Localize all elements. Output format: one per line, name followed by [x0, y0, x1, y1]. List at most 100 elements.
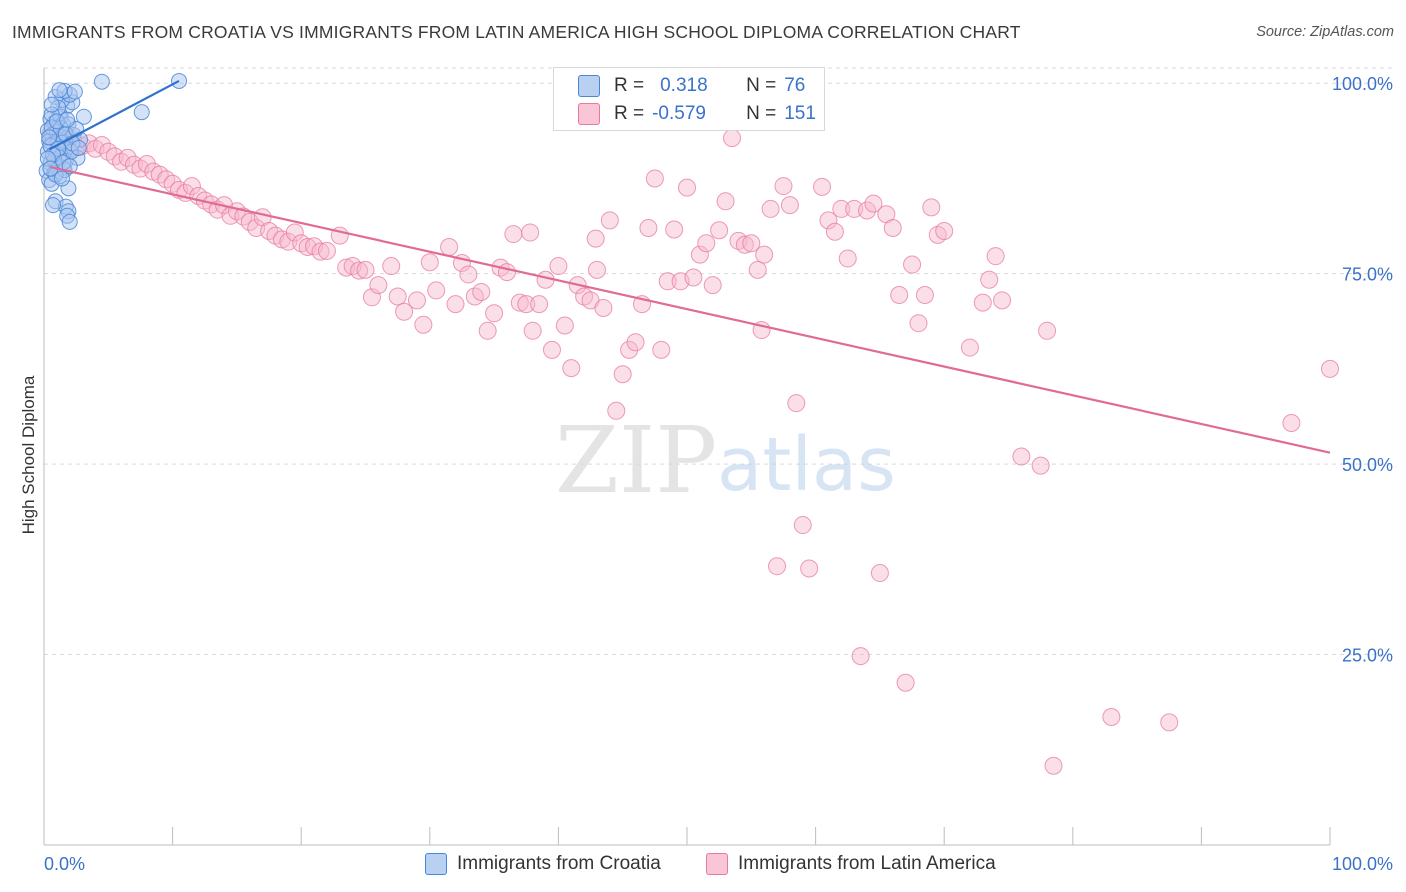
latam-point	[755, 245, 774, 264]
latam-point	[1038, 321, 1057, 340]
latam-point	[594, 298, 613, 317]
latam-point	[497, 263, 516, 282]
croatia-point	[93, 73, 110, 90]
latam-point	[517, 295, 536, 314]
latam-point	[472, 282, 491, 301]
latam-point	[586, 229, 605, 248]
latam-point	[626, 333, 645, 352]
latam-point	[980, 270, 999, 289]
latam-point	[459, 265, 478, 284]
bottom-legend-label-croatia: Immigrants from Croatia	[457, 853, 661, 874]
latam-point	[137, 154, 156, 173]
latam-point	[382, 257, 401, 276]
x-tick-label: 100.0%	[1332, 854, 1393, 874]
legend-n-label: N =	[746, 75, 777, 96]
y-tick-label: 75.0%	[1342, 265, 1393, 285]
croatia-point	[70, 139, 87, 156]
y-tick-label: 100.0%	[1332, 74, 1393, 94]
latam-point	[665, 220, 684, 239]
latam-point	[742, 234, 761, 253]
latam-point	[678, 178, 696, 197]
latam-point	[620, 340, 639, 359]
series-croatia-points	[38, 72, 188, 230]
latam-point	[555, 316, 574, 335]
latam-point	[395, 302, 414, 321]
croatia-trend-line	[48, 79, 180, 151]
latam-point	[1160, 713, 1179, 732]
croatia-point	[59, 111, 76, 128]
latam-point	[652, 340, 671, 359]
latam-point	[1044, 756, 1063, 775]
croatia-point	[51, 82, 68, 99]
y-tick-label: 25.0%	[1342, 646, 1393, 666]
latam-point	[607, 401, 626, 420]
latam-point	[864, 194, 883, 213]
latam-point	[819, 211, 838, 230]
latam-point	[909, 314, 928, 333]
latam-point	[420, 253, 439, 272]
latam-point	[832, 199, 851, 218]
bottom-legend-swatch-croatia	[425, 853, 447, 875]
latam-point	[915, 286, 934, 305]
y-axis-label: High School Diploma	[19, 375, 38, 535]
legend-r-value: -0.579	[652, 103, 706, 124]
latam-point	[639, 218, 658, 237]
latam-point	[1282, 413, 1301, 432]
latam-point	[973, 293, 992, 312]
legend-row-croatia: R = 0.318 N = 76	[578, 74, 805, 98]
latam-point	[92, 135, 111, 154]
latam-point	[890, 286, 909, 305]
bottom-legend-latam: Immigrants from Latin America	[706, 852, 996, 876]
latam-point	[118, 148, 137, 167]
legend-r-label: R =	[614, 103, 645, 124]
latam-point	[793, 516, 812, 535]
latam-point	[600, 211, 619, 230]
latam-point	[523, 321, 542, 340]
latam-point	[993, 291, 1012, 310]
grid-lines	[44, 67, 1394, 656]
latam-point	[1102, 708, 1121, 727]
latam-point	[587, 260, 606, 279]
latam-point	[446, 295, 465, 314]
latam-point	[935, 222, 954, 241]
latam-point	[716, 192, 735, 211]
latam-point	[960, 338, 979, 357]
latam-point	[478, 321, 497, 340]
axes	[43, 68, 1331, 846]
latam-point	[542, 340, 561, 359]
latam-point	[903, 255, 922, 274]
latam-point	[896, 673, 915, 692]
latam-point	[549, 257, 568, 276]
watermark-zip: ZIP	[555, 407, 717, 514]
latam-point	[260, 222, 279, 241]
latam-point	[285, 223, 304, 242]
latam-point	[645, 169, 664, 188]
croatia-point	[61, 213, 78, 230]
latam-point	[780, 196, 799, 215]
legend-row-latam: R = -0.579 N = 151	[578, 102, 816, 126]
latam-point	[845, 199, 864, 218]
latam-point	[182, 177, 201, 196]
trend-lines	[48, 79, 1331, 454]
latam-point	[465, 287, 484, 306]
latam-point	[703, 276, 722, 295]
latam-point	[825, 222, 844, 241]
latam-point	[311, 242, 330, 261]
latam-point	[562, 359, 581, 378]
latam-point	[813, 177, 832, 196]
latam-point	[986, 247, 1005, 266]
legend-n-value: 151	[784, 103, 816, 124]
latam-point	[317, 241, 336, 260]
latam-point	[838, 249, 857, 268]
latam-point	[1321, 359, 1339, 378]
latam-point	[485, 304, 504, 323]
croatia-point	[75, 108, 92, 125]
latam-point	[414, 315, 433, 334]
tick-labels: 25.0% 50.0% 75.0% 100.0% 0.0% 100.0%	[44, 74, 1393, 874]
latam-point	[427, 281, 446, 300]
croatia-point	[41, 129, 58, 146]
latam-point	[504, 225, 523, 244]
bottom-legend-croatia: Immigrants from Croatia	[425, 852, 661, 876]
latam-point	[787, 394, 806, 413]
